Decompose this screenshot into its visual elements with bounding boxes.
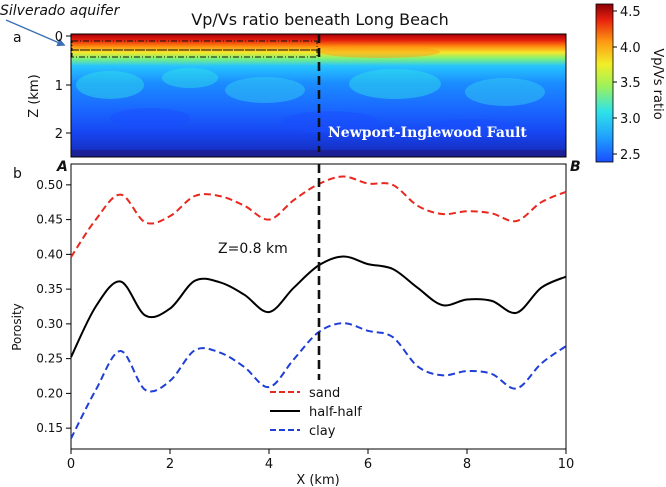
lineplot-ytick: 0.35 (36, 282, 63, 296)
panel-a-label: a (13, 30, 22, 46)
aquifer-box-lower (71, 49, 318, 58)
lineplot-ylabel: Porosity (10, 303, 24, 351)
legend-label-half-half: half-half (309, 405, 362, 420)
lineplot-ytick: 0.25 (36, 352, 63, 366)
lineplot-ytick: 0.45 (36, 213, 63, 227)
legend: sand half-half clay (270, 386, 362, 439)
profile-start-label: A (56, 159, 68, 175)
heatmap-ylabel: Z (km) (27, 74, 42, 117)
lineplot-xtick: 0 (67, 457, 75, 472)
depth-annotation: Z=0.8 km (218, 241, 288, 257)
lineplot-ytick: 0.40 (36, 247, 63, 261)
colorbar-gradient (595, 3, 614, 163)
lineplot-ytick: 0.20 (36, 386, 63, 400)
colorbar-tick: 4.0 (620, 41, 641, 56)
lineplot-xtick: 6 (364, 457, 372, 472)
heatmap-yaxis: 0 1 2 Z (km) (27, 30, 71, 142)
profile-end-label: B (570, 159, 581, 175)
lineplot-xtick: 4 (265, 457, 273, 472)
lineplot-axes: 0 2 4 6 8 10 0.15 0.20 0.25 0.30 0.35 0.40 0.45 0.50 (36, 178, 574, 472)
heatmap-texture (76, 46, 545, 137)
lineplot-ytick: 0.50 (36, 178, 63, 192)
heatmap-ytick: 0 (55, 30, 63, 45)
lineplot-ytick: 0.15 (36, 421, 63, 435)
colorbar: 4.5 4.0 3.5 3.0 2.5 Vp/Vs ratio (595, 3, 665, 163)
aquifer-arrow (5, 19, 66, 47)
aquifer-annotation: Silverado aquifer (0, 3, 121, 19)
colorbar-tick: 2.5 (620, 148, 641, 163)
panel-b-label: b (13, 166, 22, 182)
lineplot-ytick: 0.30 (36, 317, 63, 331)
heatmap-ytick: 2 (55, 127, 63, 142)
lineplot-xtick: 10 (558, 457, 575, 472)
legend-label-sand: sand (309, 386, 340, 401)
lineplot-xtick: 2 (166, 457, 174, 472)
colorbar-tick: 3.0 (620, 112, 641, 127)
fault-annotation: Newport-Inglewood Fault (328, 125, 527, 141)
heatmap-ytick: 1 (55, 79, 63, 94)
series-line-sand (70, 175, 567, 258)
colorbar-tick: 3.5 (620, 76, 641, 91)
colorbar-label: Vp/Vs ratio (650, 48, 665, 119)
lineplot-xlabel: X (km) (296, 473, 339, 487)
lineplot-xtick: 8 (463, 457, 471, 472)
legend-label-clay: clay (309, 424, 336, 439)
heatmap-title: Vp/Vs ratio beneath Long Beach (191, 10, 449, 29)
colorbar-tick: 4.5 (620, 5, 641, 20)
